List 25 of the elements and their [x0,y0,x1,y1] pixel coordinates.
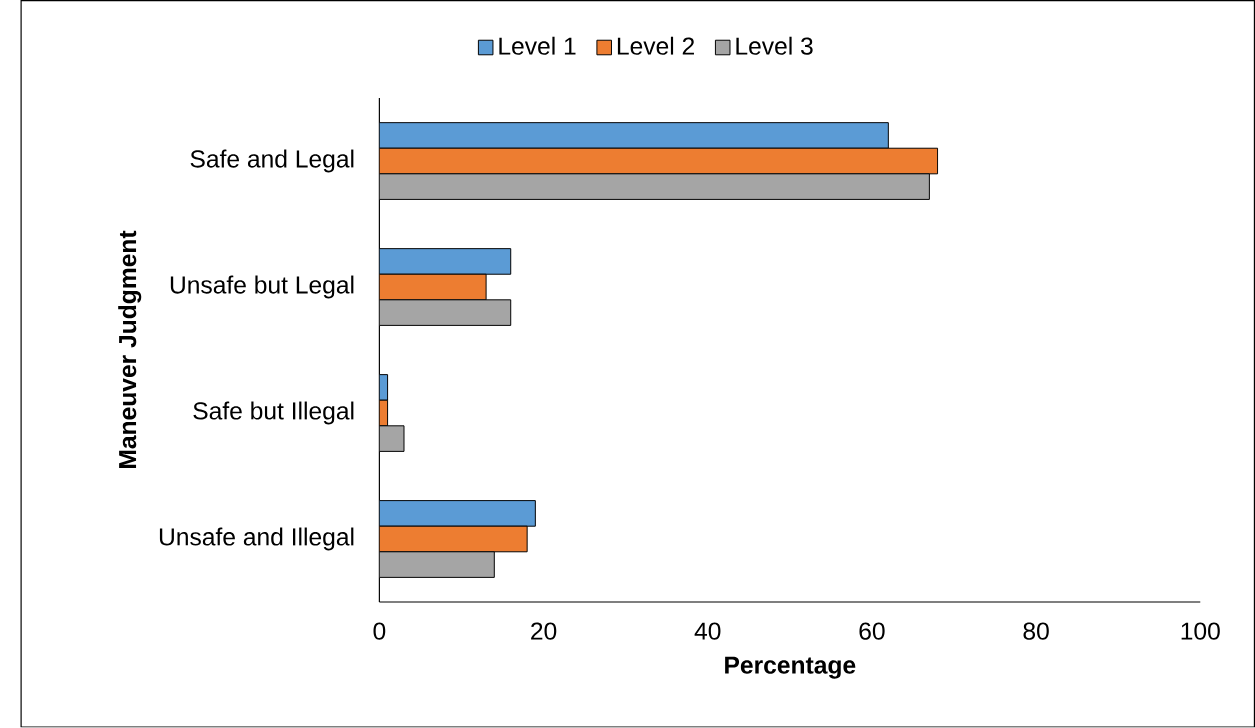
x-tick-label: 20 [531,622,557,641]
y-tick-label: Safe but Illegal [193,401,354,425]
bar [379,147,939,175]
bar [379,248,512,275]
x-tick-label: 80 [1023,622,1049,641]
bar [379,273,487,301]
bar [379,425,405,453]
y-tick-label: Safe and Legal [190,149,354,173]
y-axis-title: Maneuver Judgment [118,230,142,469]
bar [379,551,495,579]
x-tick-label: 60 [859,622,885,641]
bar [379,500,536,527]
y-tick-label: Unsafe but Legal [170,275,354,299]
legend-label: Level 3 [736,36,813,56]
y-tick-label: Unsafe and Illegal [159,527,354,551]
legend-label: Level 1 [499,36,576,56]
bar [379,173,930,201]
legend-label: Level 2 [617,36,694,56]
x-tick-label: 40 [694,622,721,641]
x-tick-label: 100 [1181,622,1220,641]
x-axis-title: Percentage [725,656,856,679]
bar [379,525,528,553]
bar [379,299,512,327]
bar [379,122,889,149]
x-tick-label: 0 [373,622,386,641]
